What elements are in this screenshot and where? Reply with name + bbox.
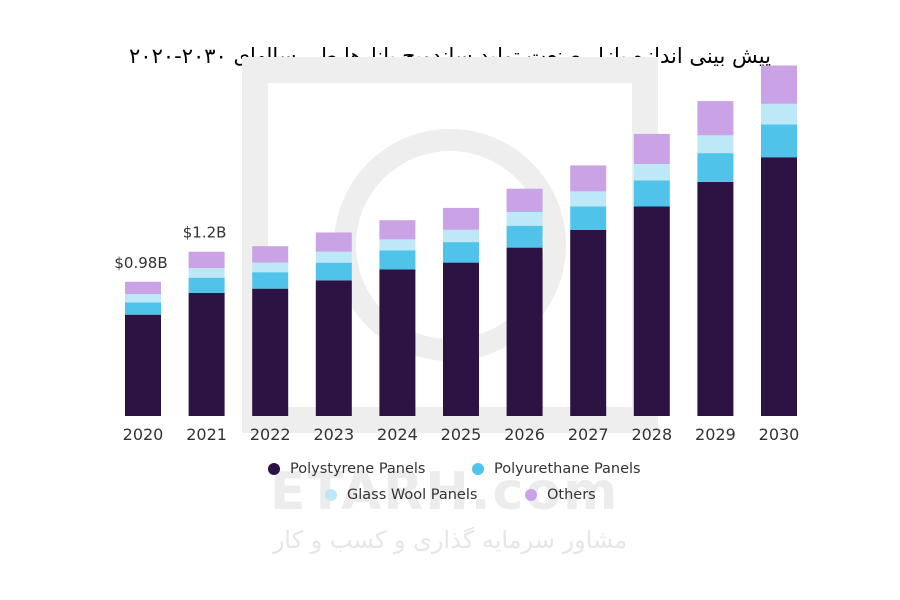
bar-polyurethane-panels-2025: [443, 242, 479, 263]
bar-glass-wool-panels-2025: [443, 229, 479, 243]
data-label-2020: $0.98B: [114, 254, 167, 272]
bar-others-2027: [570, 165, 607, 192]
x-tick-label: 2030: [759, 425, 800, 444]
bar-others-2022: [252, 246, 289, 263]
x-tick-label: 2026: [504, 425, 545, 444]
bar-polyurethane-panels-2028: [633, 180, 670, 207]
bar-polystyrene-panels-2022: [252, 288, 289, 416]
legend-marker-icon: [525, 489, 537, 501]
x-tick-label: 2028: [631, 425, 672, 444]
data-label-2021: $1.2B: [183, 224, 227, 242]
bar-polyurethane-panels-2026: [506, 225, 543, 248]
legend-label: Others: [547, 487, 596, 503]
x-tick-label: 2020: [123, 425, 164, 444]
bar-polyurethane-panels-2030: [761, 124, 797, 158]
bar-others-2024: [379, 220, 416, 240]
bar-polystyrene-panels-2030: [761, 157, 797, 416]
legend-marker-icon: [472, 463, 484, 475]
x-tick-label: 2023: [313, 425, 354, 444]
bar-polystyrene-panels-2028: [633, 206, 670, 416]
bar-glass-wool-panels-2027: [570, 191, 607, 207]
bar-others-2026: [506, 188, 543, 212]
bar-polystyrene-panels-2026: [506, 247, 543, 416]
x-tick-label: 2025: [441, 425, 482, 444]
bar-others-2023: [315, 232, 352, 252]
bar-polystyrene-panels-2023: [315, 280, 352, 416]
legend-marker-icon: [325, 489, 337, 501]
bar-glass-wool-panels-2030: [761, 103, 797, 125]
bar-others-2020: [125, 281, 161, 295]
bar-polystyrene-panels-2025: [443, 262, 479, 416]
bar-polystyrene-panels-2021: [188, 292, 225, 416]
bar-glass-wool-panels-2023: [315, 251, 352, 263]
bar-glass-wool-panels-2021: [188, 268, 225, 278]
bar-polyurethane-panels-2029: [697, 153, 734, 182]
legend-item: Polyurethane Panels: [472, 461, 641, 477]
bar-glass-wool-panels-2024: [379, 239, 416, 251]
bar-polystyrene-panels-2024: [379, 269, 416, 416]
legend-label: Polyurethane Panels: [494, 461, 641, 477]
bar-polystyrene-panels-2020: [125, 314, 161, 416]
legend-marker-icon: [268, 463, 280, 475]
x-tick-label: 2021: [186, 425, 227, 444]
watermark-subtitle: مشاور سرمایه گذاری و کسب و کار: [272, 526, 628, 554]
legend-item: Others: [525, 487, 596, 503]
bar-polyurethane-panels-2021: [188, 277, 225, 293]
x-tick-label: 2029: [695, 425, 736, 444]
bar-glass-wool-panels-2028: [633, 164, 670, 181]
bar-others-2029: [697, 101, 734, 136]
bar-others-2028: [633, 133, 670, 164]
bar-polystyrene-panels-2027: [570, 229, 607, 416]
bar-polyurethane-panels-2027: [570, 206, 607, 230]
bar-glass-wool-panels-2029: [697, 135, 734, 154]
bar-polystyrene-panels-2029: [697, 181, 734, 416]
bar-polyurethane-panels-2023: [315, 262, 352, 281]
x-tick-label: 2022: [250, 425, 291, 444]
bar-polyurethane-panels-2022: [252, 272, 289, 289]
bar-others-2021: [188, 251, 225, 269]
x-tick-label: 2027: [568, 425, 609, 444]
legend-label: Polystyrene Panels: [290, 461, 426, 477]
legend-item: Glass Wool Panels: [325, 487, 477, 503]
bar-others-2025: [443, 207, 479, 230]
bar-glass-wool-panels-2026: [506, 212, 543, 226]
bar-others-2030: [761, 65, 797, 104]
x-tick-label: 2024: [377, 425, 418, 444]
bar-glass-wool-panels-2020: [125, 294, 161, 303]
bar-polyurethane-panels-2020: [125, 302, 161, 315]
legend-label: Glass Wool Panels: [347, 487, 478, 503]
bar-glass-wool-panels-2022: [252, 262, 289, 273]
legend-item: Polystyrene Panels: [268, 461, 425, 477]
bar-polyurethane-panels-2024: [379, 250, 416, 270]
